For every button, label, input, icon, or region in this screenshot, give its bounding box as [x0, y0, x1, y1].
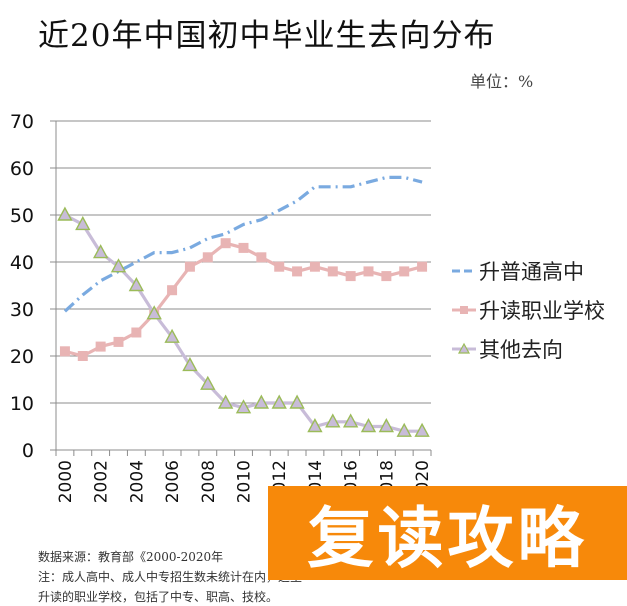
triangle-marker	[164, 328, 180, 343]
y-tick-label: 50	[10, 205, 34, 227]
square-marker	[184, 261, 195, 272]
square-marker	[113, 336, 124, 347]
square-marker	[238, 242, 249, 253]
triangle-marker	[360, 418, 377, 433]
x-tick-label: 2008	[199, 460, 219, 503]
gridlines	[50, 120, 431, 404]
triangle-marker	[414, 422, 430, 437]
x-tick-label: 2006	[163, 460, 183, 503]
triangle-marker	[235, 399, 252, 414]
watermark-banner: 复读攻略	[268, 486, 627, 580]
square-marker	[399, 266, 410, 277]
triangle-marker	[92, 244, 109, 259]
x-tick-label: 2000	[56, 460, 76, 503]
square-marker	[345, 271, 356, 282]
triangle-marker	[128, 277, 145, 292]
legend-label-3: 其他去向	[479, 338, 563, 362]
triangle-marker	[75, 215, 91, 231]
square-marker	[363, 266, 374, 277]
square-marker	[417, 261, 428, 272]
triangle-marker	[378, 418, 395, 433]
square-marker	[327, 266, 338, 277]
y-tick-label: 30	[10, 299, 34, 321]
triangle-marker	[342, 413, 359, 428]
square-marker	[309, 261, 320, 272]
x-tick-label: 2004	[127, 460, 147, 503]
square-marker	[202, 252, 213, 263]
triangle-marker	[200, 375, 216, 390]
triangle-marker	[217, 394, 234, 409]
triangle-marker	[307, 418, 323, 433]
series-line-1	[63, 175, 423, 313]
legend-square-icon	[460, 306, 468, 314]
triangle-marker	[110, 258, 127, 273]
square-marker	[131, 327, 142, 338]
x-tick-label: 2002	[92, 460, 112, 503]
triangle-marker	[182, 356, 198, 372]
square-marker	[220, 238, 231, 249]
square-marker	[274, 261, 285, 272]
y-tick-label: 60	[10, 158, 34, 180]
triangle-marker	[271, 394, 287, 409]
y-tick-label: 40	[10, 252, 34, 274]
triangle-marker	[146, 305, 162, 320]
triangle-marker	[289, 394, 305, 409]
footnote-vocational: 升读的职业学校，包括了中专、职高、技校。	[38, 590, 279, 604]
square-marker	[95, 341, 106, 352]
triangle-marker	[57, 206, 73, 221]
y-tick-label: 20	[10, 346, 34, 368]
triangle-marker	[325, 413, 341, 428]
footnote-note: 注：成人高中、成人中专招生数未统计在内，这里	[38, 570, 303, 584]
legend-label-2: 升读职业学校	[479, 299, 605, 323]
y-tick-label: 0	[22, 440, 34, 462]
triangle-marker	[253, 394, 270, 409]
series-lines	[57, 175, 430, 437]
square-marker	[381, 271, 392, 282]
triangle-marker	[396, 422, 412, 437]
unit-label: 单位：%	[470, 72, 534, 91]
x-tick-label: 2010	[235, 460, 255, 503]
square-marker	[59, 346, 70, 357]
y-tick-label: 70	[10, 111, 34, 133]
y-tick-label: 10	[10, 393, 34, 415]
legend-label-1: 升普通高中	[479, 260, 584, 284]
square-marker	[256, 252, 267, 263]
square-marker	[292, 266, 303, 277]
square-marker	[77, 351, 88, 361]
chart-title: 近20年中国初中毕业生去向分布	[38, 18, 496, 54]
legend-triangle-icon	[457, 342, 471, 354]
square-marker	[167, 285, 178, 296]
footnote-source: 数据来源：教育部《2000-2020年	[38, 550, 224, 564]
